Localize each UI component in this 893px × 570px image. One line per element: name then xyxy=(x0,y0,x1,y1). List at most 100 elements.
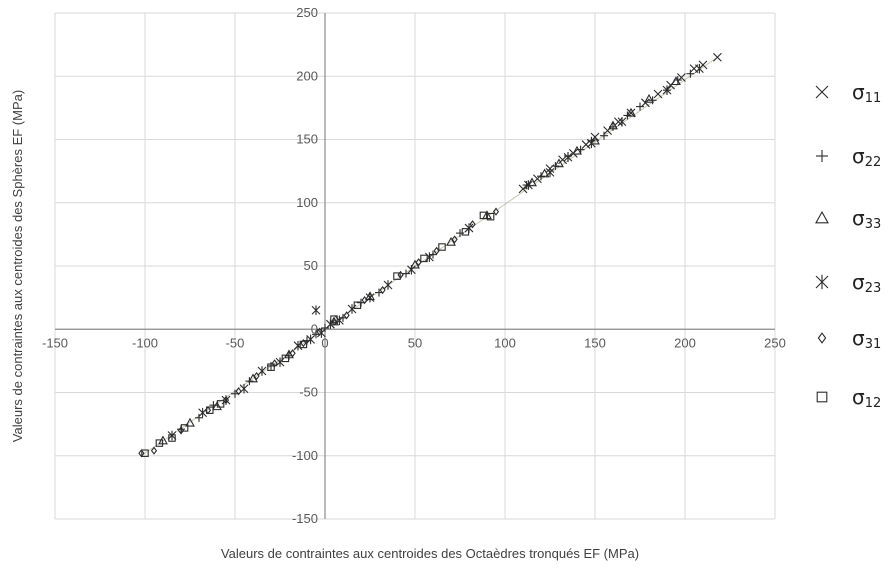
x-tick-labels: -150 -100 -50 0 50 100 150 200 250 xyxy=(42,335,786,350)
legend-marker-square xyxy=(816,391,828,403)
legend-entry-label: σ23 xyxy=(852,270,881,296)
x-tick-label: -100 xyxy=(132,335,158,350)
point-diamond xyxy=(451,235,458,244)
y-axis-title: Valeurs de contraintes aux centroides de… xyxy=(10,90,25,442)
point-square xyxy=(141,449,149,457)
point-triangle xyxy=(626,107,636,117)
point-asterisk xyxy=(587,138,596,149)
point-square xyxy=(353,301,362,309)
point-triangle xyxy=(527,177,537,187)
point-asterisk xyxy=(695,63,704,74)
point-asterisk xyxy=(311,305,321,316)
point-plus xyxy=(600,131,608,140)
point-plus xyxy=(429,250,437,259)
point-x xyxy=(713,52,722,62)
point-triangle xyxy=(554,158,564,168)
point-plus xyxy=(648,96,657,105)
point-triangle xyxy=(608,120,618,130)
point-diamond xyxy=(300,339,307,348)
point-x xyxy=(614,117,623,127)
point-triangle xyxy=(185,417,195,427)
point-plus xyxy=(686,69,695,78)
point-square xyxy=(281,354,290,363)
point-triangle xyxy=(590,135,600,145)
point-triangle xyxy=(572,145,582,155)
point-asterisk xyxy=(239,383,249,394)
y-tick-label: 200 xyxy=(296,68,318,83)
axes xyxy=(55,13,775,519)
y-tick-labels: -150 -100 -50 0 50 100 150 200 250 xyxy=(292,5,318,526)
legend: σ11 σ22 σ33 σ23 σ31 σ12 xyxy=(815,80,881,411)
point-plus xyxy=(636,102,644,111)
point-square xyxy=(155,439,164,447)
point-square xyxy=(420,254,428,263)
x-tick-label: 150 xyxy=(584,335,606,350)
point-square xyxy=(486,212,495,221)
point-triangle xyxy=(446,236,456,246)
point-asterisk xyxy=(198,407,207,418)
point-square xyxy=(267,363,275,371)
point-diamond xyxy=(222,395,230,405)
point-plus xyxy=(321,323,329,332)
point-diamond xyxy=(330,317,338,326)
point-triangle xyxy=(644,93,654,103)
point-diamond xyxy=(177,426,185,435)
point-plus xyxy=(522,181,531,190)
x-tick-label: 100 xyxy=(494,335,516,350)
y-tick-label: -150 xyxy=(292,511,318,526)
point-square xyxy=(330,315,338,323)
point-square xyxy=(461,228,470,236)
legend-marker-plus xyxy=(816,150,828,162)
y-tick-label: 0 xyxy=(311,321,318,336)
point-square xyxy=(438,243,446,251)
y-tick-label: 250 xyxy=(296,5,318,20)
point-asterisk xyxy=(563,152,573,163)
y-tick-label: 150 xyxy=(296,132,318,147)
point-plus xyxy=(402,269,410,278)
point-square xyxy=(299,340,308,349)
x-axis-title: Valeurs de contraintes aux centroides de… xyxy=(221,546,639,561)
x-tick-label: 0 xyxy=(321,335,328,350)
point-plus xyxy=(456,229,464,238)
point-asterisk xyxy=(662,85,672,95)
point-diamond xyxy=(492,207,500,216)
point-x xyxy=(558,155,567,165)
point-diamond xyxy=(343,311,350,320)
legend-entry-label: σ33 xyxy=(852,206,881,232)
point-square xyxy=(393,272,401,280)
point-diamond xyxy=(469,220,476,229)
point-asterisk xyxy=(524,180,533,190)
point-x xyxy=(641,98,650,108)
point-asterisk xyxy=(257,366,267,376)
point-diamond xyxy=(379,285,386,295)
point-diamond xyxy=(415,258,422,267)
y-tick-label: 100 xyxy=(296,195,318,210)
legend-marker-asterisk xyxy=(815,274,829,290)
point-plus xyxy=(195,413,203,422)
point-diamond xyxy=(316,327,323,336)
point-triangle xyxy=(539,168,550,178)
legend-entry-label: σ12 xyxy=(852,385,881,411)
y-tick-label: -100 xyxy=(292,448,318,463)
y-tick-label: -50 xyxy=(299,385,318,400)
point-asterisk xyxy=(617,116,627,127)
point-square xyxy=(180,424,189,432)
legend-marker-x xyxy=(815,85,829,99)
point-triangle xyxy=(671,76,681,86)
point-asterisk xyxy=(383,280,393,290)
x-tick-label: -150 xyxy=(42,335,68,350)
point-triangle xyxy=(248,373,258,383)
point-asterisk xyxy=(347,304,357,314)
point-x xyxy=(581,140,591,149)
y-tick-label: 50 xyxy=(304,258,318,273)
x-tick-label: -50 xyxy=(226,335,245,350)
legend-entry-label: σ31 xyxy=(852,326,881,352)
point-triangle xyxy=(212,401,222,411)
point-x xyxy=(653,89,663,99)
point-diamond xyxy=(235,387,242,396)
point-square xyxy=(479,211,488,220)
point-square xyxy=(168,434,176,442)
legend-marker-diamond xyxy=(817,332,827,344)
point-diamond xyxy=(289,349,296,358)
